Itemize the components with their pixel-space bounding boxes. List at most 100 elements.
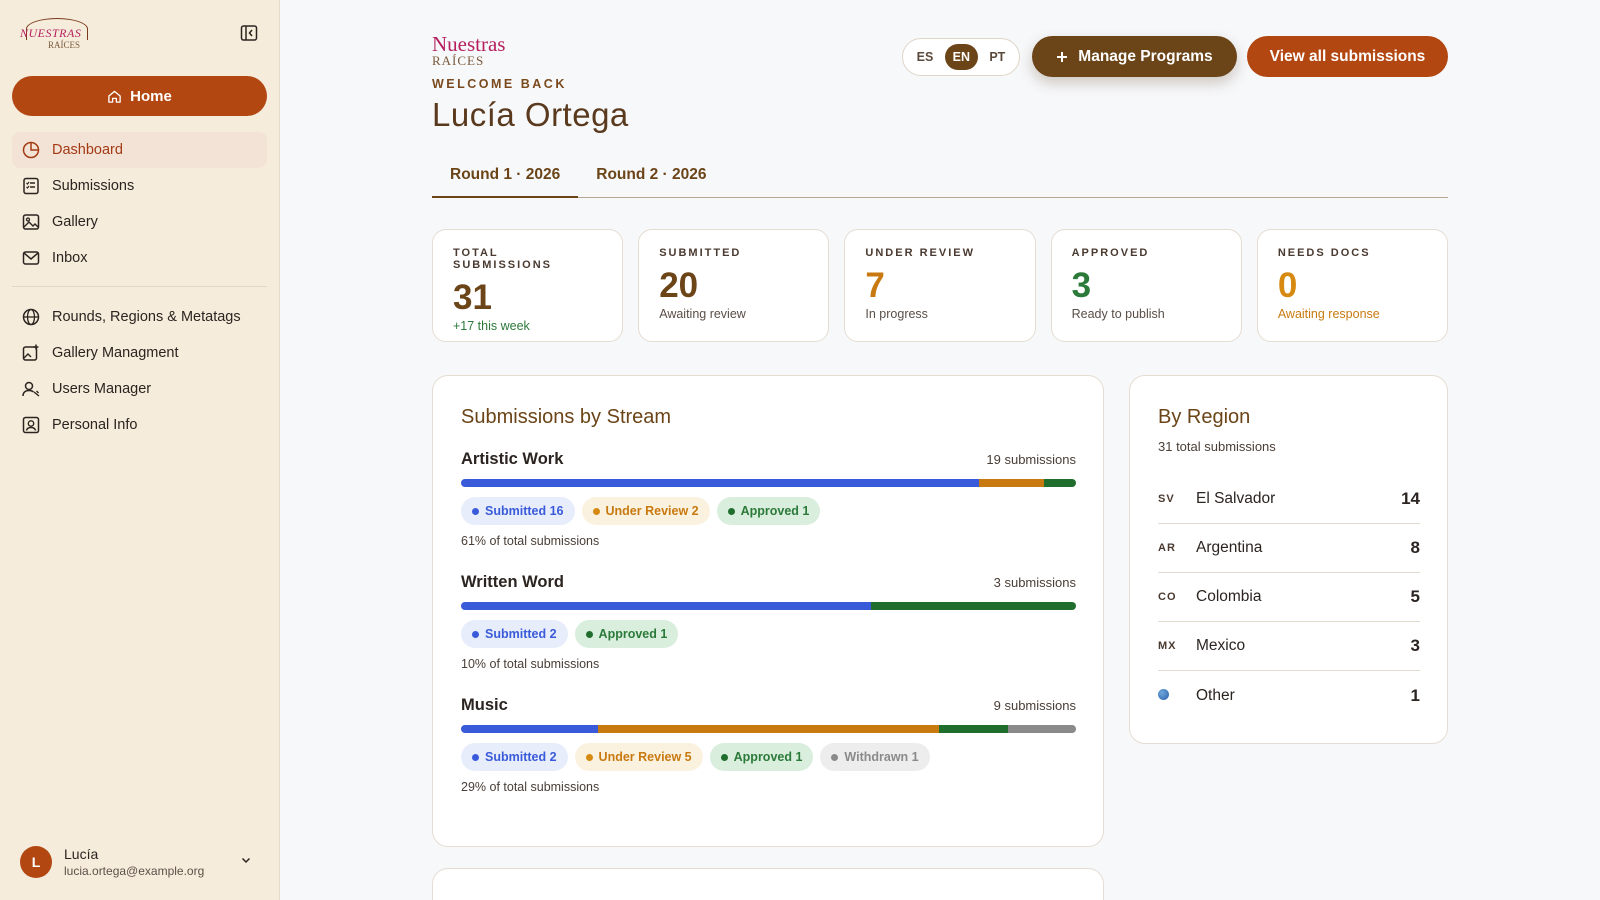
sidebar-item-gallery[interactable]: Gallery: [12, 204, 267, 240]
page-title: Lucía Ortega: [432, 96, 629, 133]
status-badge-under-review: Under Review 2: [581, 497, 710, 525]
stat-card-total: TOTAL SUBMISSIONS 31 +17 this week: [432, 229, 624, 342]
chart-pie-icon: [20, 139, 42, 161]
tab-round-1[interactable]: Round 1 · 2026: [432, 160, 579, 198]
by-region-card: By Region 31 total submissions SV El Sal…: [1129, 375, 1448, 744]
stream-percentage: 10% of total submissions: [461, 657, 600, 671]
region-list: SV El Salvador 14 AR Argentina 8 CO Colo…: [1158, 475, 1420, 720]
list-check-icon: [20, 175, 42, 197]
status-badge-under-review: Under Review 5: [574, 743, 703, 771]
stat-label: UNDER REVIEW: [865, 247, 975, 259]
status-badge-submitted: Submitted 16: [461, 497, 575, 525]
sidebar-item-gallery-management[interactable]: Gallery Managment: [12, 335, 267, 371]
stream-progress-bar: [461, 479, 1076, 487]
region-name: Other: [1196, 686, 1235, 704]
sidebar-item-personal-info[interactable]: Personal Info: [12, 407, 267, 443]
region-code: MX: [1158, 640, 1177, 652]
user-info: Lucía lucia.ortega@example.org: [64, 846, 204, 878]
bar-segment-approved: [939, 725, 1008, 733]
stat-label: SUBMITTED: [659, 247, 742, 259]
bar-segment-approved: [1043, 479, 1076, 487]
globe-icon: [20, 306, 42, 328]
stat-label: NEEDS DOCS: [1277, 247, 1371, 259]
sidebar-item-label: Dashboard: [52, 142, 123, 158]
region-count: 5: [1410, 587, 1420, 606]
status-badge-submitted: Submitted 2: [461, 743, 568, 771]
image-edit-icon: [20, 342, 42, 364]
region-code-globe: [1158, 688, 1196, 703]
home-icon: [108, 90, 121, 103]
manage-programs-button[interactable]: Manage Programs: [1032, 36, 1237, 77]
bar-segment-review: [978, 479, 1044, 487]
stream-progress-bar: [461, 602, 1076, 610]
brand-logo: Nuestras RAÍCES: [432, 32, 506, 68]
region-code: AR: [1158, 542, 1176, 554]
logo-text-secondary: RAÍCES: [48, 40, 81, 50]
sidebar-item-users-manager[interactable]: Users Manager: [12, 371, 267, 407]
brand-line-2: RAÍCES: [432, 53, 485, 68]
stat-label: APPROVED: [1071, 247, 1150, 259]
stats-row: TOTAL SUBMISSIONS 31 +17 this week SUBMI…: [432, 229, 1449, 342]
stream-percentage: 61% of total submissions: [461, 534, 600, 548]
globe-icon: [1158, 688, 1169, 700]
sidebar-item-label: Gallery Managment: [52, 345, 179, 361]
bar-segment-withdrawn: [1007, 725, 1076, 733]
sidebar-item-label: Submissions: [52, 178, 135, 194]
bar-segment-submitted: [461, 602, 871, 610]
region-name: El Salvador: [1196, 490, 1276, 507]
stat-value: 7: [865, 266, 885, 305]
stat-subtext: In progress: [865, 307, 928, 321]
region-row: MX Mexico 3: [1158, 622, 1420, 671]
sidebar-logo[interactable]: NUESTRAS RAÍCES: [18, 14, 98, 54]
user-name: Lucía: [64, 846, 99, 862]
lang-option-en[interactable]: EN: [944, 44, 979, 70]
avatar: L: [20, 846, 52, 878]
stat-value: 31: [453, 278, 492, 317]
region-count: 8: [1410, 538, 1420, 557]
stream-written-word: Written Word 3 submissions Submitted 2 A…: [461, 573, 1076, 671]
collapse-sidebar-button[interactable]: [238, 22, 260, 44]
stream-progress-bar: [461, 725, 1076, 733]
sidebar-item-dashboard[interactable]: Dashboard: [12, 132, 267, 168]
manage-programs-label: Manage Programs: [1078, 47, 1213, 65]
home-label: Home: [130, 87, 172, 105]
sidebar-item-inbox[interactable]: Inbox: [12, 240, 267, 276]
bar-segment-review: [597, 725, 940, 733]
logo-text-primary: NUESTRAS: [20, 26, 82, 40]
user-email: lucia.ortega@example.org: [64, 864, 205, 878]
tab-round-2[interactable]: Round 2 · 2026: [596, 166, 707, 183]
plus-icon: [1057, 51, 1068, 62]
view-all-submissions-button[interactable]: View all submissions: [1247, 36, 1448, 77]
lang-option-pt[interactable]: PT: [989, 50, 1006, 64]
region-name: Argentina: [1196, 539, 1263, 556]
stat-value: 20: [659, 266, 699, 305]
region-row: CO Colombia 5: [1158, 573, 1420, 622]
sidebar-item-label: Inbox: [52, 250, 88, 266]
user-menu[interactable]: L Lucía lucia.ortega@example.org: [20, 842, 260, 882]
stat-card-under-review: UNDER REVIEW 7 In progress: [844, 229, 1036, 342]
status-badge-approved: Approved 1: [709, 743, 814, 771]
sidebar-item-submissions[interactable]: Submissions: [12, 168, 267, 204]
region-row: SV El Salvador 14: [1158, 475, 1420, 524]
lang-option-es[interactable]: ES: [916, 50, 934, 64]
sidebar-item-label: Personal Info: [52, 417, 138, 433]
sidebar-item-rounds-regions[interactable]: Rounds, Regions & Metatags: [12, 299, 267, 335]
chevron-down-icon: [240, 853, 252, 871]
users-icon: [20, 378, 42, 400]
stream-music: Music 9 submissions Submitted 2 Under Re…: [461, 696, 1076, 794]
region-count: 3: [1410, 636, 1420, 655]
nav-divider: [12, 286, 267, 287]
stat-subtext: Awaiting response: [1277, 307, 1380, 321]
region-row: AR Argentina 8: [1158, 524, 1420, 573]
region-code: CO: [1158, 591, 1177, 603]
status-badge-approved: Approved 1: [574, 620, 679, 648]
sidebar: NUESTRAS RAÍCES Home Dashboard Submissio…: [0, 0, 280, 900]
status-badge-approved: Approved 1: [716, 497, 821, 525]
sidebar-item-label: Users Manager: [52, 381, 152, 397]
bar-segment-approved: [871, 602, 1076, 610]
stat-value: 0: [1277, 266, 1298, 305]
language-switcher: ES EN PT: [902, 38, 1020, 76]
stat-subtext: Awaiting review: [659, 307, 746, 321]
home-button[interactable]: Home: [12, 76, 267, 116]
brand-line-1: Nuestras: [432, 32, 506, 56]
